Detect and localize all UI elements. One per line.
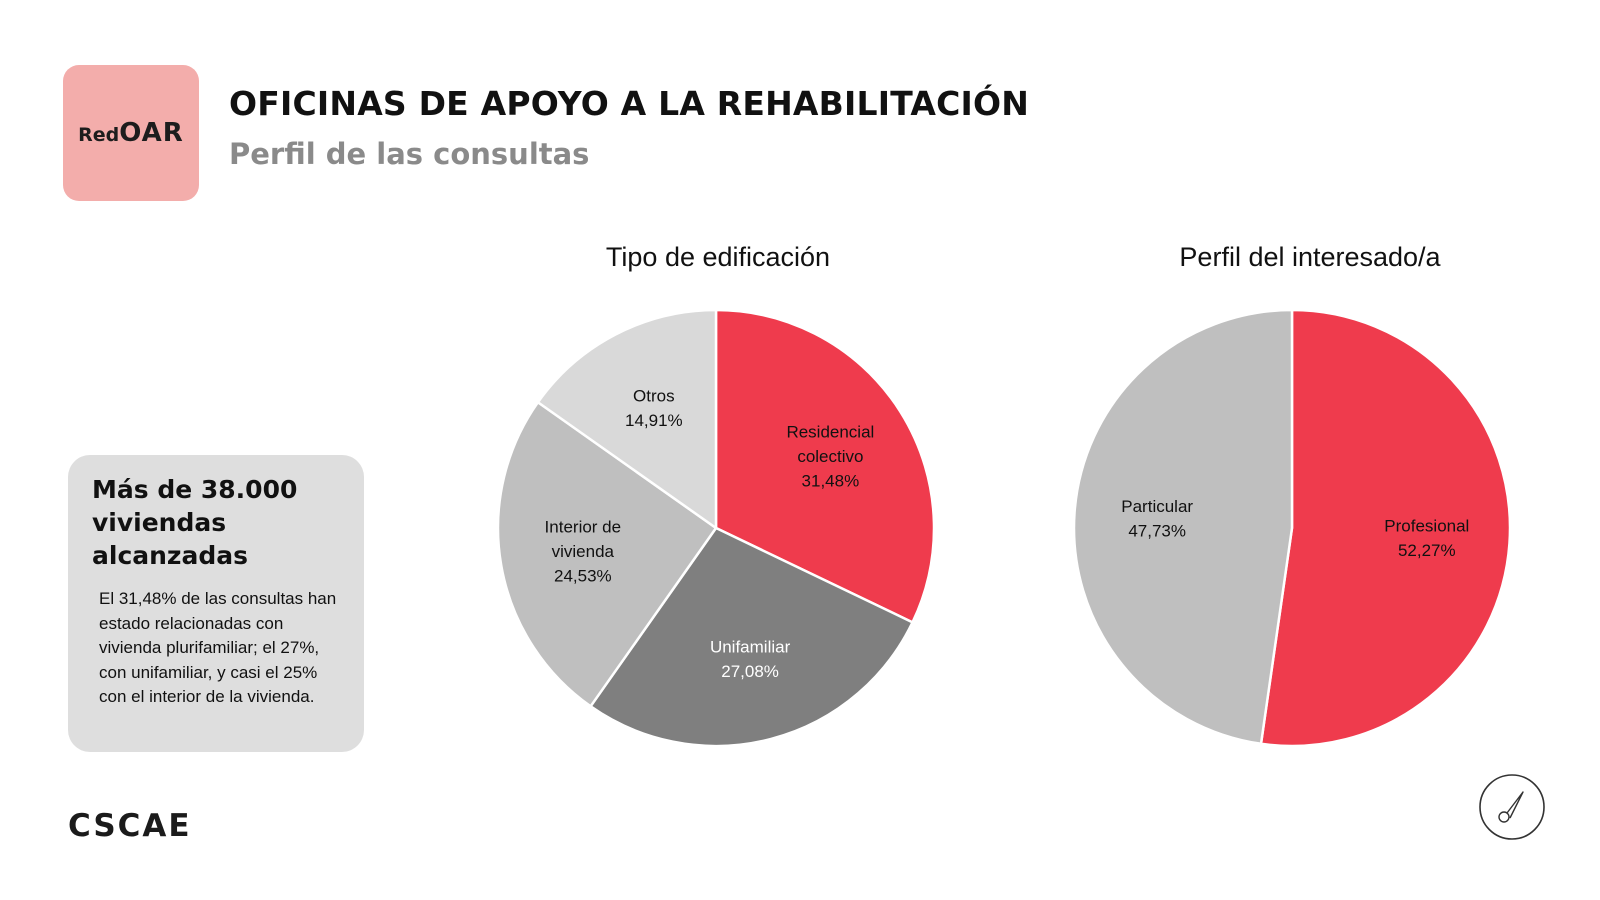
pie-label: Otros 14,91% — [625, 387, 683, 431]
summary-title: Más de 38.000 viviendas alcanzadas — [92, 475, 298, 570]
cscae-logo: CSCAE — [68, 808, 192, 844]
pie-slice-residencial-colectivo — [714, 308, 936, 624]
pie-slice-otros — [536, 308, 718, 530]
logo-small-text: Red — [78, 124, 120, 146]
page-subtitle: Perfil de las consultas — [229, 137, 590, 171]
pie-slice-interior-de-vivienda — [496, 400, 718, 708]
logo-big-text: OAR — [119, 118, 184, 148]
page-title: OFICINAS DE APOYO A LA REHABILITACIÓN — [229, 84, 1030, 123]
pie-slice-particular — [1072, 308, 1294, 746]
compass-icon[interactable] — [1477, 772, 1547, 842]
pie-label: Particular 47,73% — [1121, 497, 1193, 541]
pie-perfil-interesado: Profesional 52,27% Particular 47,73% — [1072, 308, 1512, 748]
pie-label: Residencial colectivo 31,48% — [786, 423, 874, 491]
redoar-logo: Red OAR — [63, 65, 199, 201]
summary-card: Más de 38.000 viviendas alcanzadas El 31… — [68, 455, 364, 752]
summary-body: El 31,48% de las consultas han estado re… — [99, 589, 337, 706]
pie-slice-profesional — [1259, 308, 1512, 748]
chart-title-tipo-edificacion: Tipo de edificación — [605, 242, 831, 272]
pie-tipo-edificacion: Residencial colectivo 31,48% Unifamiliar 27,… — [496, 308, 936, 748]
pie-label: Unifamiliar 27,08% — [710, 638, 791, 682]
pie-label: Interior de vivienda 24,53% — [545, 518, 622, 586]
chart-title-perfil-interesado: Perfil del interesado/a — [1179, 242, 1441, 272]
pie-label: Profesional 52,27% — [1384, 516, 1469, 560]
pie-slice-unifamiliar — [589, 526, 914, 748]
